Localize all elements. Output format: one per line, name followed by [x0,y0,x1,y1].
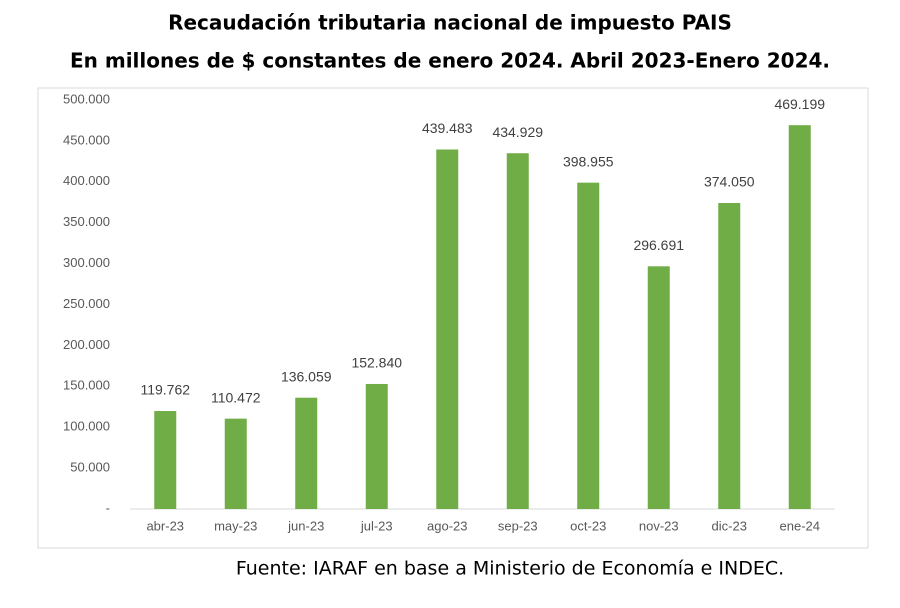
y-tick-label: 450.000 [63,132,110,147]
x-tick-label: nov-23 [639,518,679,533]
x-tick-label: may-23 [214,518,257,533]
x-tick-label: oct-23 [570,518,606,533]
y-tick-label: 100.000 [63,419,110,434]
bar [647,266,670,509]
value-label: 296.691 [633,237,684,253]
y-tick-label: 200.000 [63,337,110,352]
bar [295,397,318,509]
source-note: Fuente: IARAF en base a Ministerio de Ec… [236,558,784,580]
value-label: 398.955 [563,153,614,169]
bar [365,383,388,509]
y-tick-label: - [106,500,110,515]
value-label: 434.929 [492,124,543,140]
bar [436,149,459,509]
value-label: 136.059 [281,368,332,384]
x-tick-label: ago-23 [427,518,467,533]
bar [788,125,811,509]
x-tick-label: ene-24 [780,518,820,533]
value-label: 152.840 [351,355,402,371]
bar [154,411,177,509]
y-tick-label: 250.000 [63,296,110,311]
bar [506,153,529,509]
x-tick-label: abr-23 [146,518,184,533]
x-tick-label: dic-23 [712,518,747,533]
chart-subtitle: En millones de $ constantes de enero 202… [70,49,830,73]
y-tick-label: 150.000 [63,378,110,393]
y-tick-label: 300.000 [63,255,110,270]
value-label: 439.483 [422,120,473,136]
value-label: 119.762 [140,382,190,398]
x-tick-label: sep-23 [498,518,538,533]
bar [718,203,741,509]
x-tick-label: jul-23 [360,518,393,533]
y-tick-label: 50.000 [70,460,110,475]
y-tick-label: 400.000 [63,173,110,188]
bar [577,182,600,509]
plot-frame [37,87,869,549]
y-tick-label: 500.000 [63,91,110,106]
value-label: 374.050 [704,174,755,190]
x-tick-label: jun-23 [287,518,324,533]
chart-title: Recaudación tributaria nacional de impue… [168,11,732,35]
value-label: 469.199 [774,96,825,112]
bar [224,418,247,509]
y-tick-label: 350.000 [63,214,110,229]
value-label: 110.472 [211,389,261,405]
